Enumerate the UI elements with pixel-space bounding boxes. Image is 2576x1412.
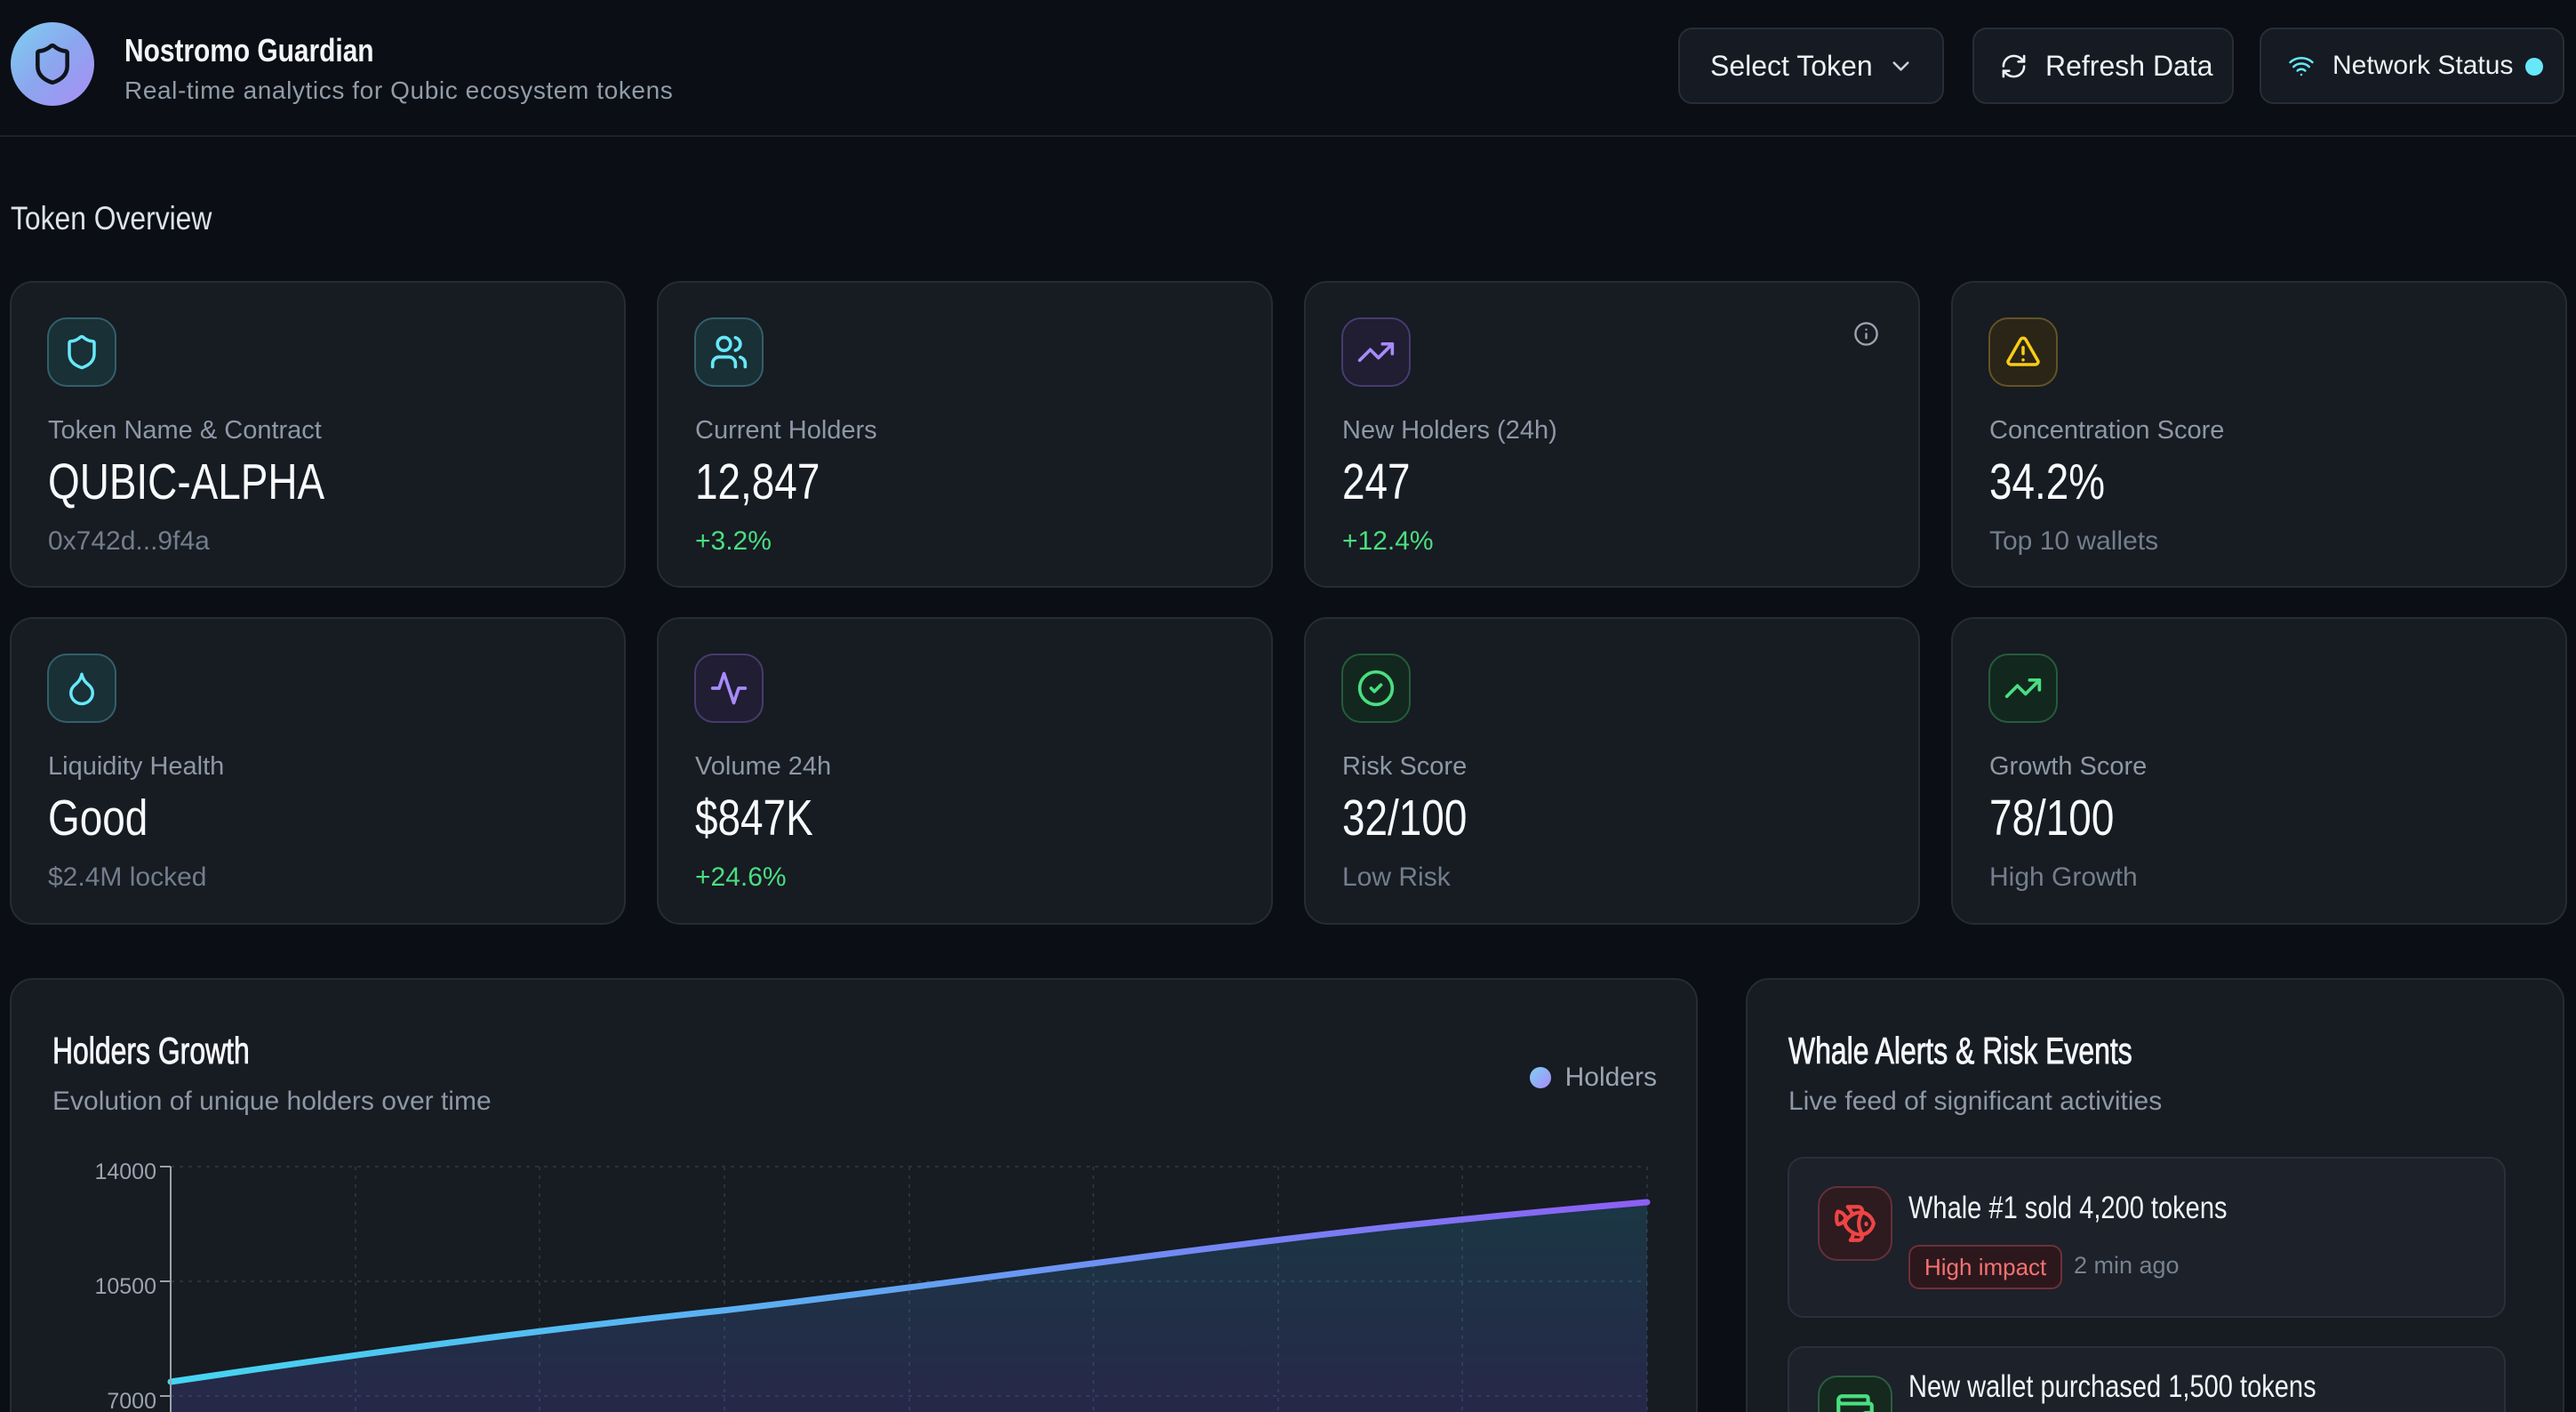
- svg-text:7000: 7000: [107, 1389, 156, 1412]
- svg-text:10500: 10500: [94, 1274, 156, 1299]
- svg-text:14000: 14000: [94, 1159, 156, 1184]
